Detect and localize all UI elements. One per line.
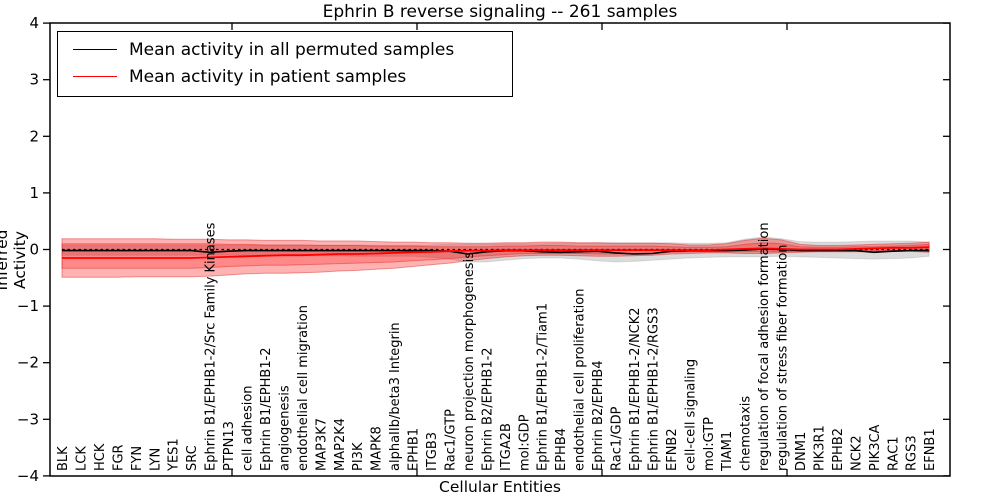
x-tick-label: NCK2 bbox=[849, 435, 864, 471]
x-tick-label: EPHB4 bbox=[554, 428, 569, 471]
legend-label: Mean activity in patient samples bbox=[129, 66, 407, 87]
x-tick-label: chemotaxis bbox=[739, 396, 754, 471]
y-axis-label: Inferred Activity bbox=[0, 229, 29, 291]
x-tick-label: FYN bbox=[130, 446, 145, 471]
x-tick-label: mol:GDP bbox=[517, 414, 532, 471]
x-tick-label: MAP2K4 bbox=[333, 418, 348, 471]
x-tick-label: cell-cell signaling bbox=[683, 359, 698, 471]
x-tick-label: cell adhesion bbox=[241, 385, 256, 471]
x-tick-label: EPHB2 bbox=[831, 428, 846, 471]
y-tick-label: 0 bbox=[29, 241, 39, 259]
band-patient-sample-range-outer bbox=[61, 237, 930, 278]
legend-entry-permuted: Mean activity in all permuted samples bbox=[58, 37, 512, 63]
x-tick-label: Rac1/GTP bbox=[443, 409, 458, 471]
x-tick-label: Ephrin B1/EPHB1-2/Src Family Kinases bbox=[204, 222, 219, 471]
x-tick-label: Ephrin B1/EPHB1-2/NCK2 bbox=[628, 307, 643, 471]
x-tick-label: PI3K bbox=[351, 442, 366, 471]
x-tick-label: Ephrin B2/EPHB1-2 bbox=[480, 347, 495, 471]
x-tick-label: MAPK8 bbox=[370, 426, 385, 471]
x-tick-label: SRC bbox=[185, 445, 200, 471]
x-tick-label: RAC1 bbox=[886, 436, 901, 471]
x-tick-label: PIK3CA bbox=[868, 424, 883, 471]
legend-entry-patient: Mean activity in patient samples bbox=[58, 64, 512, 90]
x-tick-label: TIAM1 bbox=[720, 431, 735, 472]
x-tick-label: PIK3R1 bbox=[812, 425, 827, 471]
x-tick-label: LCK bbox=[75, 446, 90, 471]
y-tick-label: −2 bbox=[17, 354, 39, 372]
x-tick-label: Ephrin B1/EPHB1-2 bbox=[259, 347, 274, 471]
x-tick-label: HCK bbox=[93, 443, 108, 471]
x-tick-label: neuron projection morphogenesis bbox=[462, 252, 477, 471]
x-tick-label: FGR bbox=[111, 444, 126, 471]
x-tick-label: PTPN13 bbox=[222, 421, 237, 471]
patient-mean-line bbox=[62, 246, 930, 259]
x-tick-label: Rac1/GDP bbox=[610, 406, 625, 471]
x-tick-label: RGS3 bbox=[905, 435, 920, 471]
x-tick-label: angiogenesis bbox=[277, 385, 292, 471]
x-tick-label: regulation of stress fiber formation bbox=[776, 244, 791, 471]
x-tick-label: MAP3K7 bbox=[314, 418, 329, 471]
y-tick-label: −1 bbox=[17, 297, 39, 315]
legend-label: Mean activity in all permuted samples bbox=[129, 39, 455, 60]
y-tick-label: 4 bbox=[29, 14, 39, 32]
chart-title: Ephrin B reverse signaling -- 261 sample… bbox=[322, 2, 678, 22]
x-tick-label: endothelial cell proliferation bbox=[573, 289, 588, 472]
x-tick-label: BLK bbox=[56, 446, 71, 471]
x-tick-label: endothelial cell migration bbox=[296, 305, 311, 471]
x-tick-label: DNM1 bbox=[794, 432, 809, 471]
x-tick-label: YES1 bbox=[167, 438, 182, 472]
x-tick-label: Ephrin B2/EPHB4 bbox=[591, 360, 606, 471]
patient-line-swatch bbox=[73, 76, 117, 77]
y-tick-label: 1 bbox=[29, 184, 39, 202]
x-tick-label: EFNB2 bbox=[665, 428, 680, 471]
x-tick-label: Ephrin B1/EPHB1-2/RGS3 bbox=[646, 307, 661, 471]
x-tick-label: mol:GTP bbox=[702, 417, 717, 471]
legend: Mean activity in all permuted samples Me… bbox=[57, 31, 513, 97]
x-tick-label: EPHB1 bbox=[407, 428, 422, 471]
x-tick-label: Ephrin B1/EPHB1-2/Tiam1 bbox=[536, 303, 551, 471]
y-tick-label: 3 bbox=[29, 71, 39, 89]
y-tick-label: 2 bbox=[29, 127, 39, 145]
x-tick-label: alphaIIb/beta3 Integrin bbox=[388, 322, 403, 471]
x-tick-label: ITGA2B bbox=[499, 423, 514, 471]
y-tick-label: −4 bbox=[17, 467, 39, 485]
x-tick-label: EFNB1 bbox=[923, 428, 938, 471]
x-tick-label: LYN bbox=[148, 448, 163, 471]
x-axis-label: Cellular Entities bbox=[439, 478, 561, 496]
y-tick-label: −3 bbox=[17, 410, 39, 428]
x-tick-label: regulation of focal adhesion formation bbox=[757, 222, 772, 471]
x-tick-label: ITGB3 bbox=[425, 432, 440, 471]
permuted-line-swatch bbox=[73, 49, 117, 50]
